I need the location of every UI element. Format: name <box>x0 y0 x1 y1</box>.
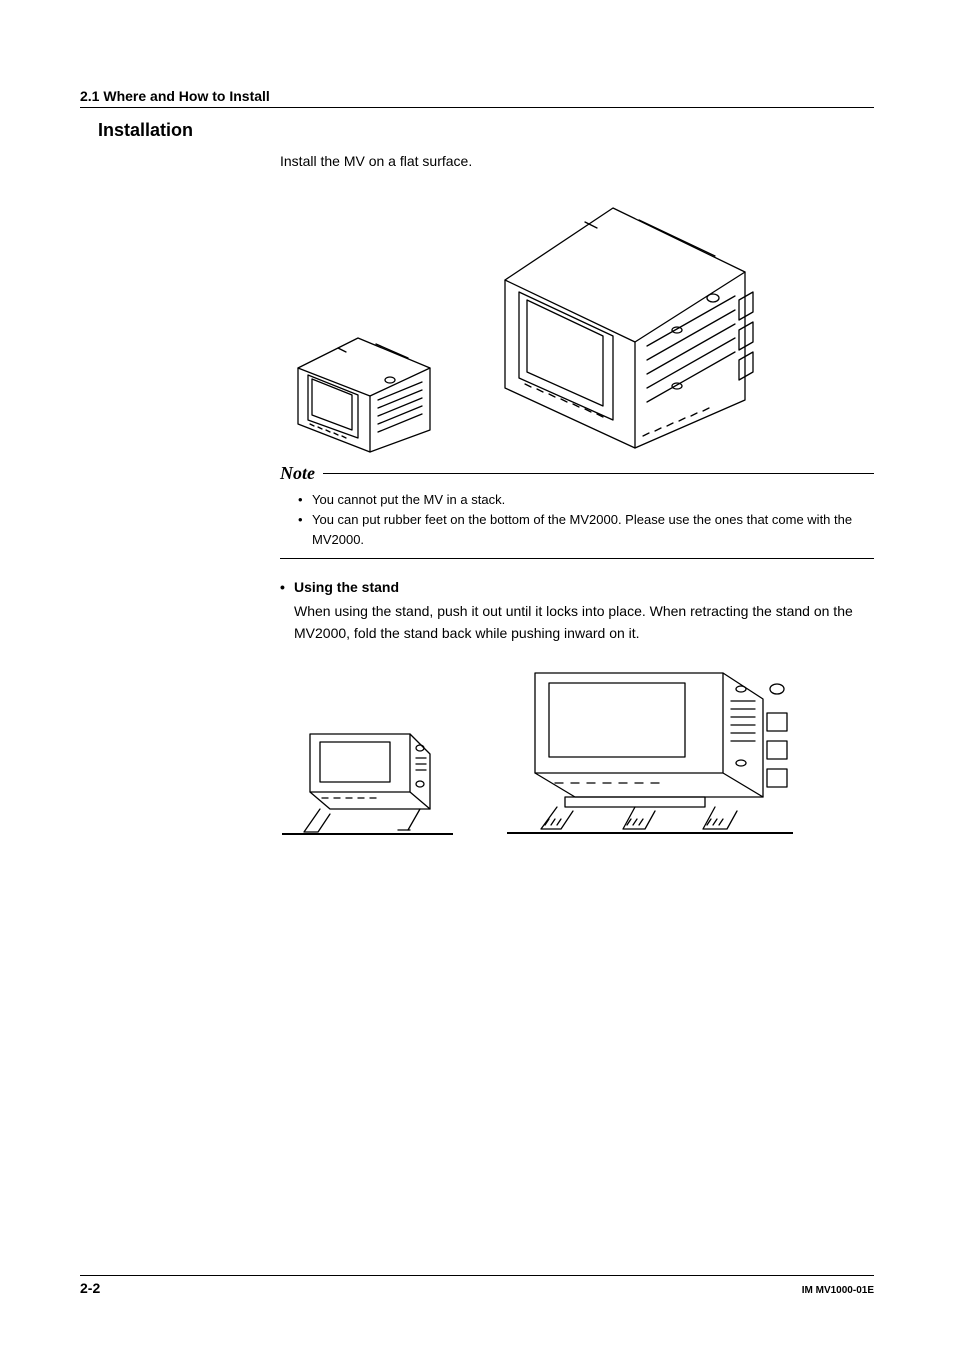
figure-row-2 <box>280 659 874 837</box>
using-stand-block: Using the stand When using the stand, pu… <box>280 579 874 644</box>
content-area: Install the MV on a flat surface. <box>280 151 874 837</box>
note-rule-top <box>323 473 874 474</box>
figure-row-1 <box>280 190 874 455</box>
note-block: Note You cannot put the MV in a stack. Y… <box>280 463 874 559</box>
section-header: 2.1 Where and How to Install <box>80 88 874 108</box>
note-rule-bottom <box>280 558 874 559</box>
using-stand-title: Using the stand <box>280 579 874 595</box>
device-illustration-large <box>485 190 760 455</box>
page-footer: 2-2 IM MV1000-01E <box>80 1275 874 1296</box>
device-stand-illustration-large <box>505 659 795 837</box>
subsection-title: Installation <box>98 120 874 141</box>
device-illustration-small <box>280 320 445 455</box>
using-stand-text: When using the stand, push it out until … <box>294 601 874 644</box>
device-stand-illustration-small <box>280 714 455 837</box>
note-label: Note <box>280 463 315 484</box>
note-list: You cannot put the MV in a stack. You ca… <box>298 490 874 550</box>
intro-text: Install the MV on a flat surface. <box>280 151 874 172</box>
page-number: 2-2 <box>80 1280 100 1296</box>
note-item: You can put rubber feet on the bottom of… <box>298 510 874 550</box>
document-id: IM MV1000-01E <box>802 1285 874 1296</box>
note-item: You cannot put the MV in a stack. <box>298 490 874 510</box>
